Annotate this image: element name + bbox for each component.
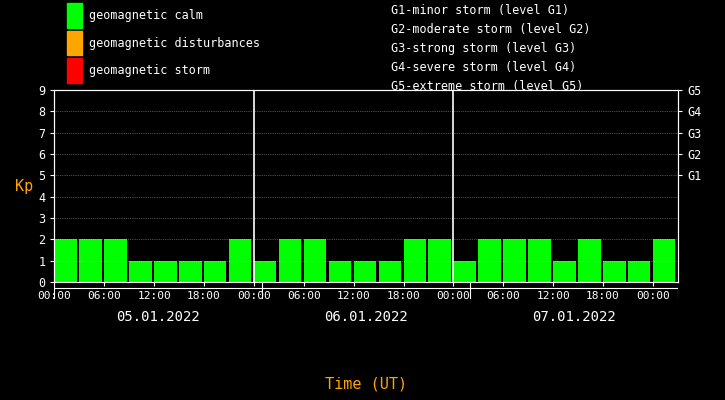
Text: Time (UT): Time (UT): [325, 376, 407, 392]
Bar: [179, 261, 202, 282]
Text: geomagnetic storm: geomagnetic storm: [88, 64, 210, 77]
Bar: [79, 239, 102, 282]
Text: geomagnetic disturbances: geomagnetic disturbances: [88, 36, 260, 50]
Text: geomagnetic calm: geomagnetic calm: [88, 9, 203, 22]
Bar: [304, 239, 326, 282]
Bar: [578, 239, 600, 282]
Y-axis label: Kp: Kp: [15, 178, 33, 194]
Bar: [204, 261, 226, 282]
Bar: [279, 239, 302, 282]
Bar: [54, 239, 77, 282]
Bar: [229, 239, 252, 282]
Text: 06.01.2022: 06.01.2022: [324, 310, 408, 324]
Bar: [503, 239, 526, 282]
Text: G1-minor storm (level G1): G1-minor storm (level G1): [391, 4, 569, 17]
Text: 07.01.2022: 07.01.2022: [532, 310, 616, 324]
Text: G5-extreme storm (level G5): G5-extreme storm (level G5): [391, 80, 584, 93]
Text: G4-severe storm (level G4): G4-severe storm (level G4): [391, 61, 576, 74]
Bar: [328, 261, 351, 282]
Bar: [453, 261, 476, 282]
Bar: [378, 261, 401, 282]
Bar: [428, 239, 451, 282]
Bar: [67, 4, 83, 28]
Bar: [104, 239, 127, 282]
Text: 05.01.2022: 05.01.2022: [117, 310, 200, 324]
Text: G3-strong storm (level G3): G3-strong storm (level G3): [391, 42, 576, 55]
Bar: [529, 239, 551, 282]
Bar: [254, 261, 276, 282]
Bar: [653, 239, 676, 282]
Bar: [129, 261, 152, 282]
Bar: [478, 239, 501, 282]
Bar: [404, 239, 426, 282]
Bar: [154, 261, 177, 282]
Bar: [628, 261, 650, 282]
Text: G2-moderate storm (level G2): G2-moderate storm (level G2): [391, 23, 591, 36]
Bar: [354, 261, 376, 282]
Bar: [603, 261, 626, 282]
Bar: [67, 58, 83, 82]
Bar: [553, 261, 576, 282]
Bar: [67, 31, 83, 55]
